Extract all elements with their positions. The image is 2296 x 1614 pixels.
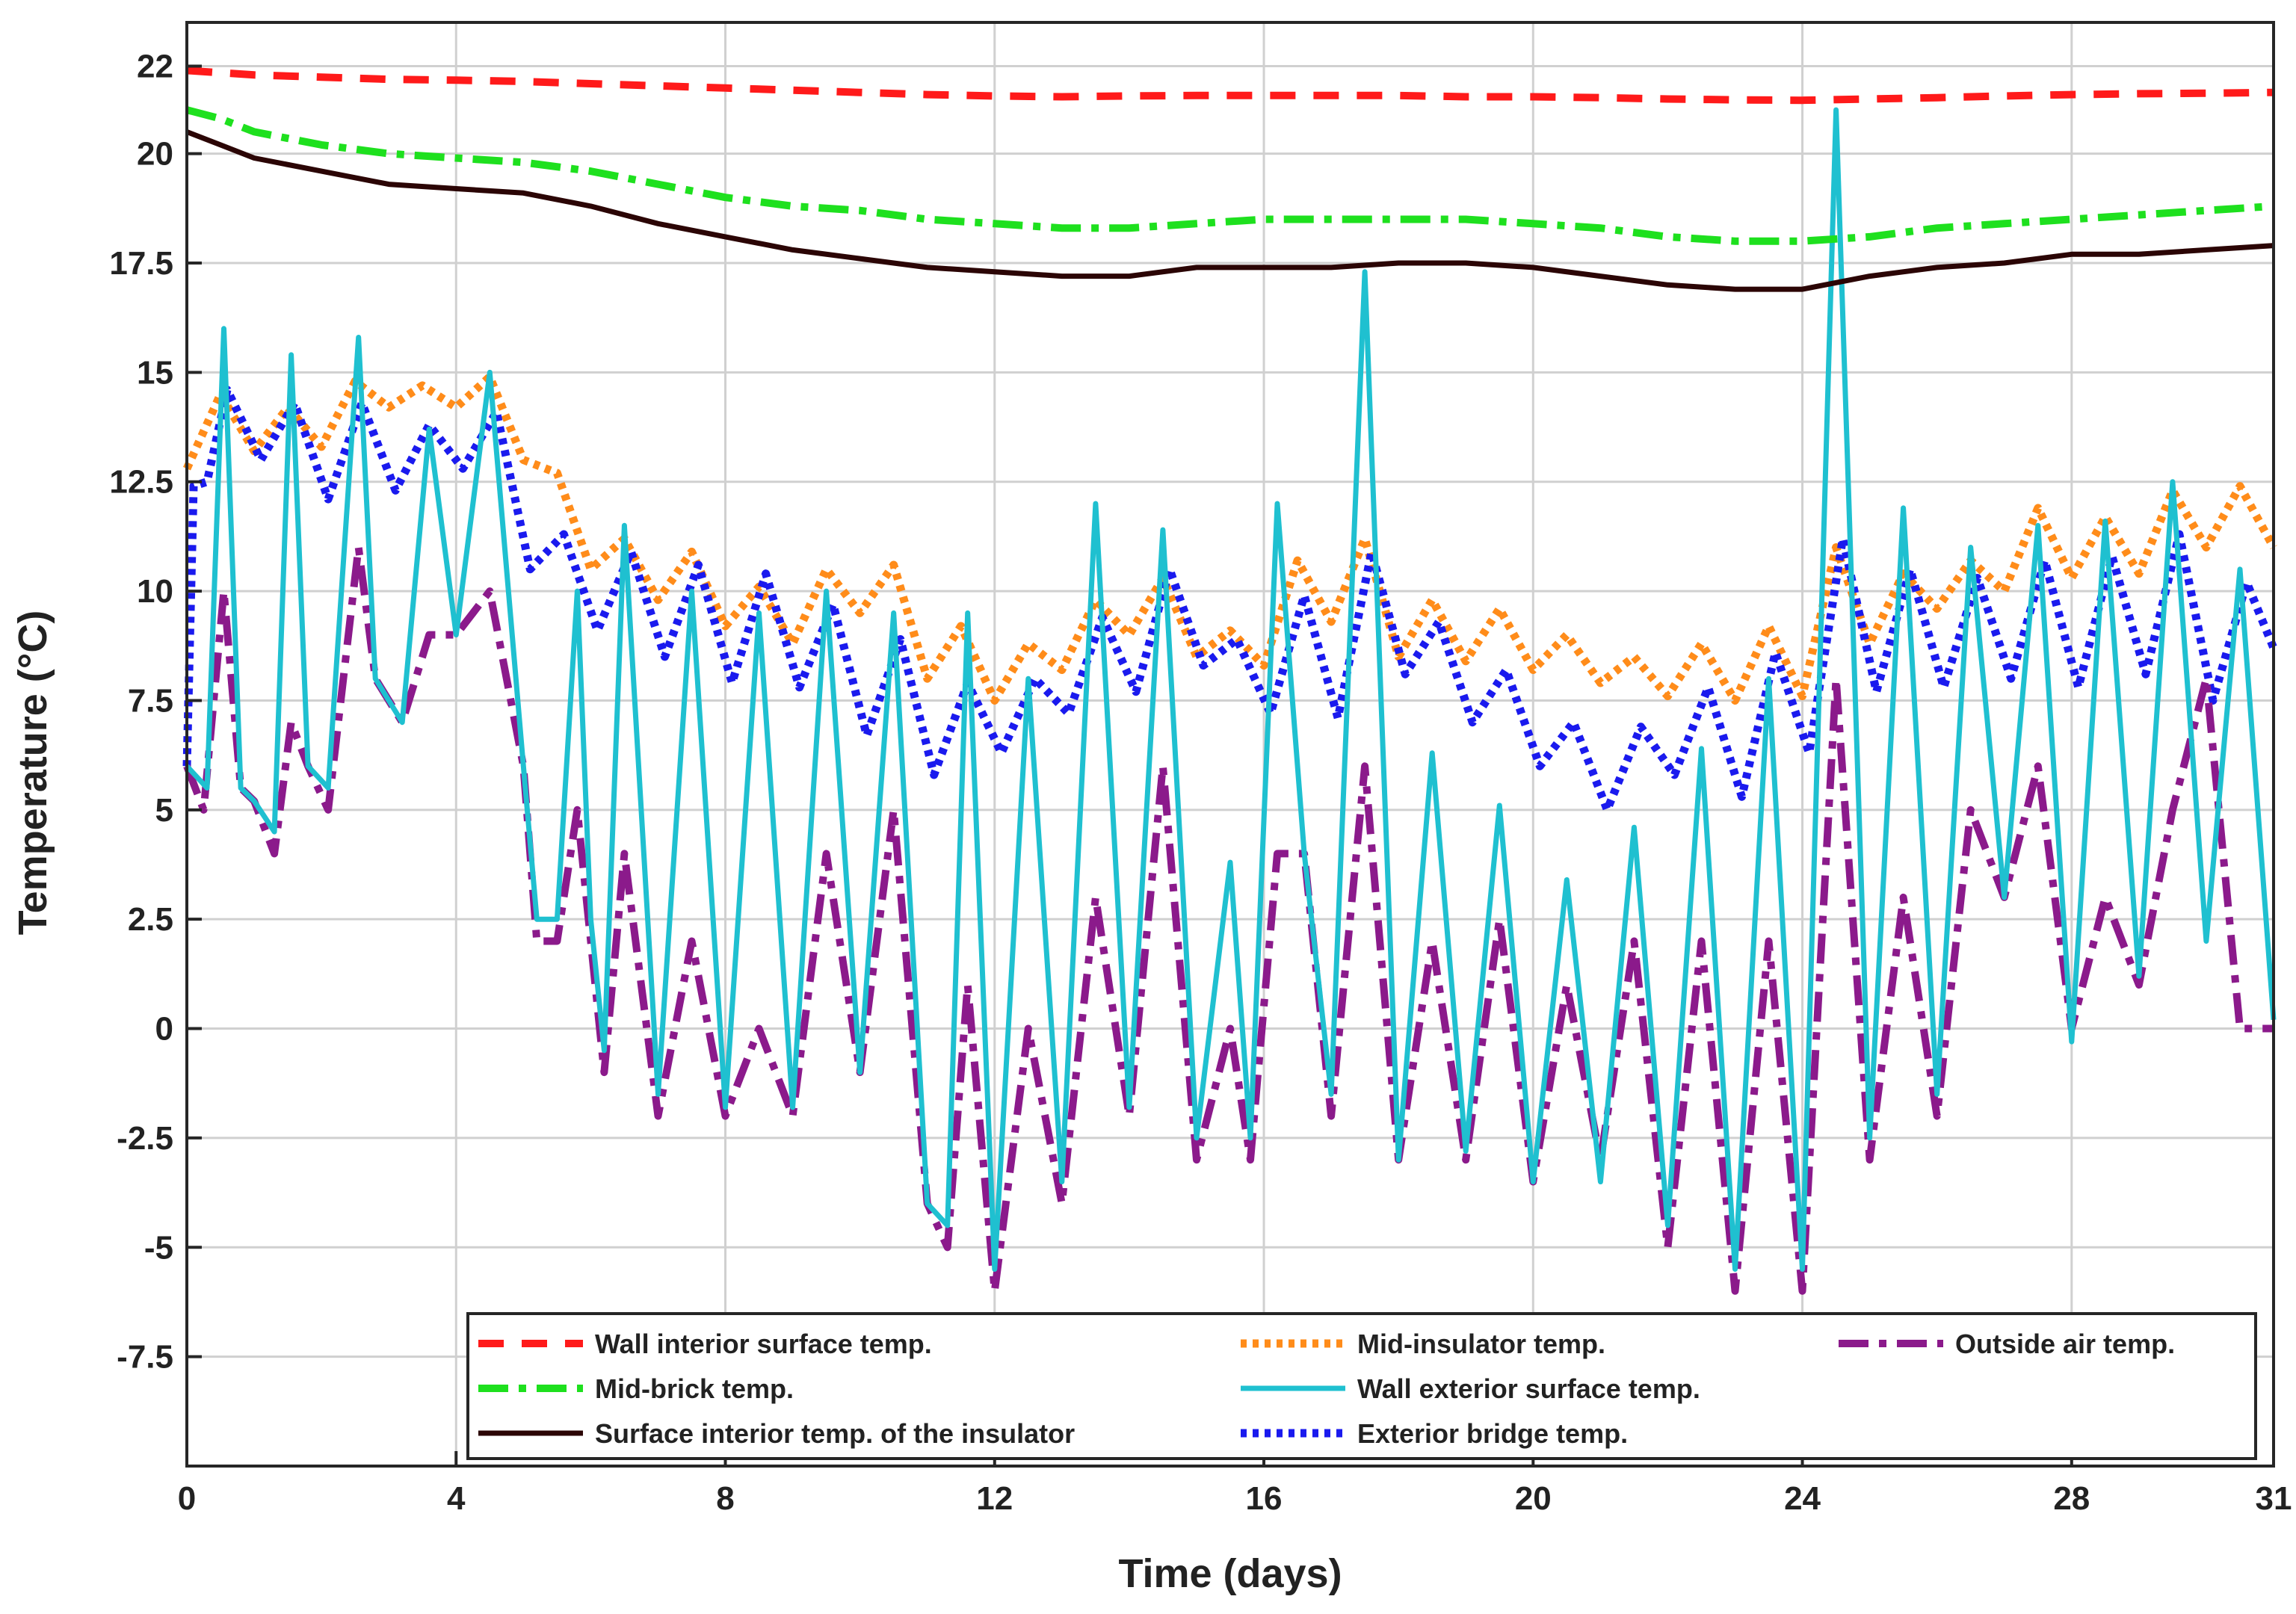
y-axis-title: Temperature (°C): [10, 610, 55, 936]
series-line-outside-air-temp: [183, 543, 2274, 1295]
legend-label-mid-brick-temp: Mid-brick temp.: [595, 1373, 794, 1404]
x-tick-label: 24: [1784, 1480, 1821, 1517]
y-tick-label: 0: [155, 1011, 173, 1048]
y-tick-label: 5: [155, 792, 173, 829]
y-tick-label: 7.5: [128, 682, 173, 719]
legend-box: [466, 1312, 2257, 1460]
axis-ticks: 0 4 8 12 16 20 24 28 31 -7.5 -5 -2.5 0 2.5 5 7.5 10 12.5 1…: [109, 49, 2292, 1517]
x-tick-label: 16: [1246, 1480, 1283, 1517]
y-tick-label: 20: [137, 136, 173, 173]
y-tick-label: -7.5: [117, 1339, 173, 1376]
legend: Wall interior surface temp. Mid-insulator…: [466, 1312, 2257, 1460]
legend-label-outside-air-temp: Outside air temp.: [1955, 1329, 2175, 1359]
x-tick-label: 28: [2053, 1480, 2090, 1517]
legend-items: Wall interior surface temp. Mid-insulator…: [478, 1329, 2175, 1449]
series-line-wall-interior-surface-temp: [186, 67, 2274, 105]
series-lines: [182, 67, 2278, 1295]
x-tick-label: 0: [178, 1480, 196, 1517]
legend-label-wall-interior-surface-temp: Wall interior surface temp.: [595, 1329, 932, 1359]
x-axis-title: Time (days): [1118, 1551, 1342, 1596]
y-tick-label: -5: [144, 1229, 173, 1266]
legend-label-exterior-bridge-temp: Exterior bridge temp.: [1357, 1418, 1628, 1449]
y-tick-label: -2.5: [117, 1120, 173, 1157]
y-tick-label: 22: [137, 49, 173, 85]
x-tick-label: 4: [447, 1480, 466, 1517]
series-line-exterior-bridge-temp: [182, 386, 2278, 814]
y-tick-label: 15: [137, 354, 173, 391]
series-line-mid-insulator-temp: [182, 372, 2277, 705]
x-tick-label: 20: [1515, 1480, 1552, 1517]
series-line-mid-brick-temp: [185, 106, 2274, 245]
y-tick-label: 10: [137, 573, 173, 610]
x-tick-label: 8: [716, 1480, 734, 1517]
series-line-surface-interior-temp-of-the-insulator: [185, 129, 2274, 292]
legend-label-wall-exterior-surface-temp: Wall exterior surface temp.: [1357, 1373, 1700, 1404]
y-tick-label: 12.5: [109, 464, 173, 501]
plot-area-frame: [185, 21, 2275, 1468]
x-tick-label: 12: [976, 1480, 1013, 1517]
legend-label-surface-interior-temp-of-the-insulator: Surface interior temp. of the insulator: [595, 1418, 1075, 1449]
x-tick-label: 31: [2256, 1480, 2292, 1517]
y-tick-label: 17.5: [109, 245, 173, 282]
series-line-wall-exterior-surface-temp: [185, 107, 2277, 1272]
y-tick-label: 2.5: [128, 901, 173, 938]
legend-label-mid-insulator-temp: Mid-insulator temp.: [1357, 1329, 1605, 1359]
